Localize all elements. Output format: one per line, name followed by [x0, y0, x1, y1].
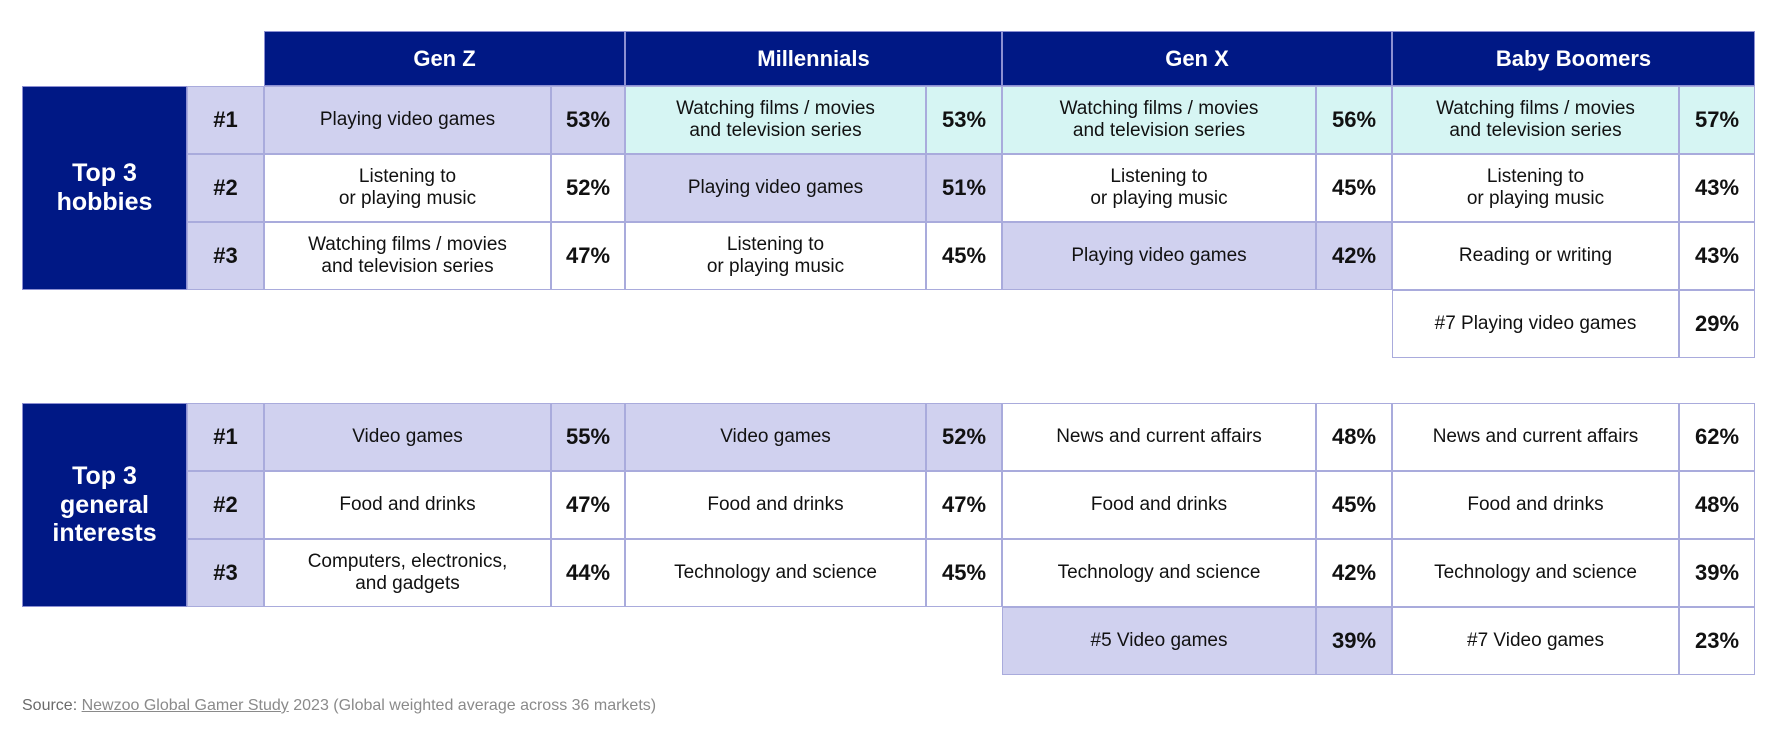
- extra-rank-value: 39%: [1316, 607, 1392, 675]
- activity-label: News and current affairs: [1392, 403, 1679, 471]
- activity-label: Computers, electronics, and gadgets: [264, 539, 551, 607]
- activity-label: Technology and science: [1002, 539, 1316, 607]
- percentage-value: 44%: [551, 539, 625, 607]
- source-label: Source:: [22, 697, 78, 714]
- percentage-value: 48%: [1316, 403, 1392, 471]
- rank-label: #2: [187, 154, 264, 222]
- activity-label: Video games: [625, 403, 926, 471]
- generation-header: Millennials: [625, 31, 1002, 86]
- section-title: Top 3 hobbies: [22, 86, 187, 290]
- generation-header: Gen X: [1002, 31, 1392, 86]
- rank-label: #3: [187, 539, 264, 607]
- percentage-value: 53%: [926, 86, 1002, 154]
- activity-label: Technology and science: [1392, 539, 1679, 607]
- extra-rank-value: 23%: [1679, 607, 1755, 675]
- activity-label: Listening to or playing music: [625, 222, 926, 290]
- percentage-value: 56%: [1316, 86, 1392, 154]
- activity-label: Watching films / movies and television s…: [1002, 86, 1316, 154]
- percentage-value: 43%: [1679, 154, 1755, 222]
- percentage-value: 45%: [1316, 471, 1392, 539]
- source-link[interactable]: Newzoo Global Gamer Study: [81, 697, 289, 714]
- percentage-value: 47%: [926, 471, 1002, 539]
- activity-label: Food and drinks: [1392, 471, 1679, 539]
- activity-label: Watching films / movies and television s…: [1392, 86, 1679, 154]
- percentage-value: 43%: [1679, 222, 1755, 290]
- percentage-value: 57%: [1679, 86, 1755, 154]
- rank-label: #1: [187, 403, 264, 471]
- activity-label: Reading or writing: [1392, 222, 1679, 290]
- percentage-value: 47%: [551, 471, 625, 539]
- source-note: Source: Newzoo Global Gamer Study 2023 (…: [22, 697, 656, 715]
- extra-rank-value: 29%: [1679, 290, 1755, 358]
- activity-label: Technology and science: [625, 539, 926, 607]
- extra-rank-label: #7 Playing video games: [1392, 290, 1679, 358]
- percentage-value: 62%: [1679, 403, 1755, 471]
- extra-rank-label: #7 Video games: [1392, 607, 1679, 675]
- percentage-value: 52%: [551, 154, 625, 222]
- percentage-value: 47%: [551, 222, 625, 290]
- activity-label: Playing video games: [264, 86, 551, 154]
- percentage-value: 51%: [926, 154, 1002, 222]
- activity-label: Watching films / movies and television s…: [625, 86, 926, 154]
- activity-label: Food and drinks: [625, 471, 926, 539]
- percentage-value: 42%: [1316, 539, 1392, 607]
- percentage-value: 42%: [1316, 222, 1392, 290]
- activity-label: Video games: [264, 403, 551, 471]
- activity-label: Food and drinks: [1002, 471, 1316, 539]
- extra-rank-label: #5 Video games: [1002, 607, 1316, 675]
- rank-label: #2: [187, 471, 264, 539]
- activity-label: News and current affairs: [1002, 403, 1316, 471]
- percentage-value: 55%: [551, 403, 625, 471]
- percentage-value: 39%: [1679, 539, 1755, 607]
- percentage-value: 52%: [926, 403, 1002, 471]
- percentage-value: 45%: [926, 222, 1002, 290]
- rank-label: #1: [187, 86, 264, 154]
- section-title: Top 3 general interests: [22, 403, 187, 607]
- percentage-value: 45%: [1316, 154, 1392, 222]
- percentage-value: 45%: [926, 539, 1002, 607]
- generation-header: Gen Z: [264, 31, 625, 86]
- activity-label: Listening to or playing music: [1002, 154, 1316, 222]
- generation-header: Baby Boomers: [1392, 31, 1755, 86]
- source-text: 2023 (Global weighted average across 36 …: [288, 697, 657, 714]
- percentage-value: 48%: [1679, 471, 1755, 539]
- rank-label: #3: [187, 222, 264, 290]
- activity-label: Playing video games: [625, 154, 926, 222]
- activity-label: Watching films / movies and television s…: [264, 222, 551, 290]
- activity-label: Listening to or playing music: [264, 154, 551, 222]
- activity-label: Food and drinks: [264, 471, 551, 539]
- activity-label: Playing video games: [1002, 222, 1316, 290]
- activity-label: Listening to or playing music: [1392, 154, 1679, 222]
- percentage-value: 53%: [551, 86, 625, 154]
